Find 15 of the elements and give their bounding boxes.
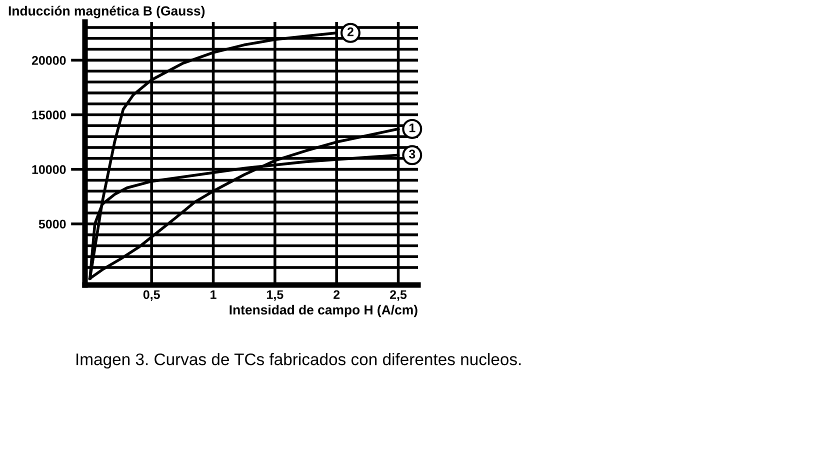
x-tick-label: 0,5 (143, 290, 160, 301)
y-tick-label: 20000 (32, 56, 66, 65)
series-label: 2 (347, 27, 354, 36)
x-tick-label: 1,5 (267, 290, 284, 301)
y-tick-label: 10000 (32, 165, 66, 174)
y-tick-label: 15000 (32, 110, 66, 120)
x-tick-label: 1 (210, 290, 216, 299)
x-tick-label: 2 (334, 290, 340, 299)
y-tick-label: 5000 (38, 220, 66, 229)
series-label: 1 (409, 124, 416, 132)
text: Imagen 3. Curvas de TCs fabricados con diferentes nucleos. (76, 353, 521, 369)
x-axis-title: Intensidad de campo H (A/cm) (230, 304, 418, 318)
legend-label: 3 (408, 150, 416, 159)
y-axis-title: Inducción magnética B (Gauss) (8, 6, 205, 18)
x-tick-label: 2,5 (390, 290, 407, 301)
